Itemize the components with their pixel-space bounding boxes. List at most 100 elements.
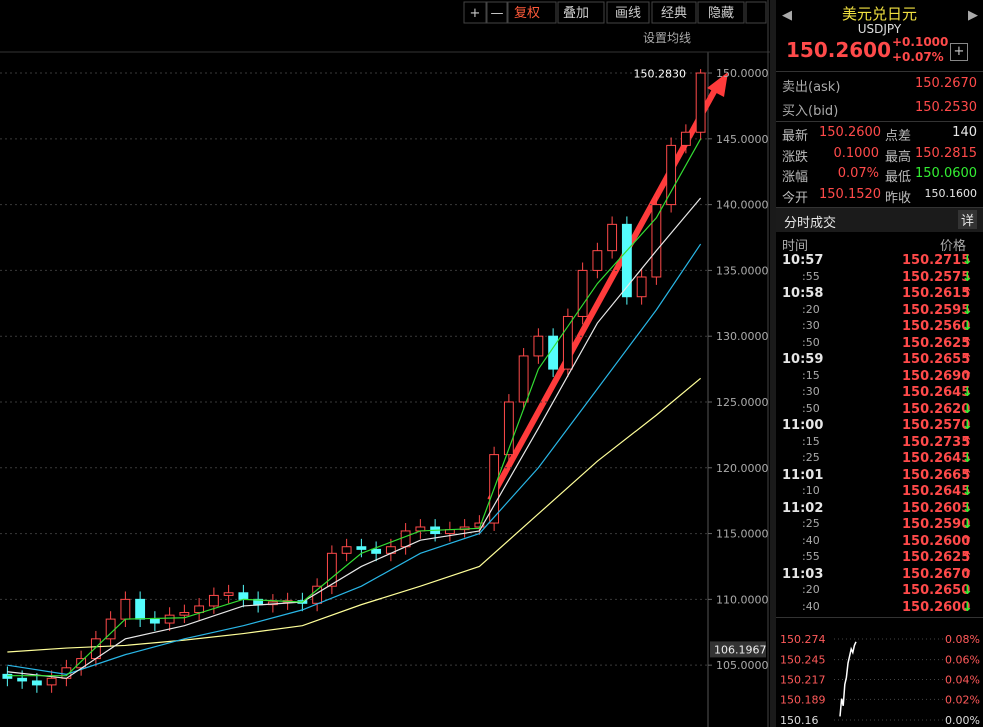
trades-header: 价格: [940, 239, 967, 254]
candle-body: [326, 552, 337, 587]
trade-direction: ↓: [962, 484, 973, 499]
trade-price: 150.2560: [902, 319, 971, 334]
candle-body: [31, 680, 42, 686]
trade-time: :50: [802, 401, 820, 415]
trade-direction: ↓: [962, 269, 973, 285]
toolbar-label[interactable]: —: [491, 6, 504, 21]
pct-tick-label: 0.06%: [945, 654, 980, 667]
trade-price: 150.2625: [902, 335, 971, 351]
trade-time: :30: [802, 385, 820, 398]
divider: [776, 207, 983, 208]
add-button[interactable]: +: [950, 43, 968, 61]
main-chart: + — 复权 叠加 画线 经典 隐藏 设置均线 150.0000 145.0000 140.00…: [0, 0, 770, 727]
stat-label: 点差: [885, 129, 912, 144]
collapse-handle[interactable]: [770, 0, 776, 727]
toolbar-label[interactable]: 叠加: [563, 6, 589, 21]
trade-time: :25: [802, 517, 820, 530]
trade-direction: ↑: [962, 467, 973, 483]
stat-label: 最高: [885, 149, 912, 165]
trade-direction: ↓: [962, 385, 973, 400]
trade-direction: ↑: [962, 533, 973, 549]
pct-tick-label: 0.04%: [945, 674, 980, 687]
trade-direction: ↓: [962, 583, 973, 598]
next-button[interactable]: ▶: [968, 8, 978, 23]
stat-value: 150.2815: [915, 145, 978, 161]
quote-panel: ◀ ▶ 美元兑日元 USDJPY 150.2600 +0.1000 +0.07%…: [776, 0, 983, 727]
trade-direction: ↓: [962, 253, 973, 268]
quote-symbol: USDJPY: [857, 22, 902, 36]
trade-price: 150.2570: [902, 418, 971, 433]
y-tick-label: 110.0000: [716, 593, 769, 606]
stat-label: 最低: [885, 170, 912, 185]
trade-direction: ↓: [962, 401, 973, 417]
toolbar-label[interactable]: 隐藏: [708, 6, 734, 21]
y-tick-label: 150.217: [780, 674, 826, 687]
toolbar-label[interactable]: 复权: [514, 5, 540, 21]
candle-body: [223, 592, 234, 596]
trade-time: :20: [802, 583, 820, 596]
trade-time: :40: [802, 599, 820, 613]
divider: [776, 121, 983, 122]
axis-marker-label: 106.1967: [714, 643, 767, 656]
candle-body: [90, 638, 101, 660]
trade-direction: ↑: [962, 550, 973, 565]
trades-detail[interactable]: 详: [958, 210, 978, 229]
divider: [776, 617, 983, 618]
last-price-label: 150.2830: [634, 67, 687, 80]
trade-price: 150.2735: [902, 434, 971, 450]
y-tick-label: 105.0000: [716, 659, 769, 672]
trades-header: [776, 208, 983, 232]
y-tick-label: 150.16: [780, 714, 819, 727]
stat-label: 最新: [782, 129, 809, 144]
y-tick-label: 150.274: [780, 633, 826, 646]
mini-line: [839, 641, 857, 717]
trade-time: 11:00: [782, 418, 824, 433]
trade-price: 150.2600: [902, 533, 971, 549]
stat-value: 140: [952, 125, 977, 140]
trade-time: :50: [802, 335, 820, 349]
toolbar-button[interactable]: [507, 1, 557, 24]
candle-body: [341, 546, 352, 554]
toolbar-label[interactable]: 经典: [661, 6, 687, 21]
candle-body: [238, 592, 249, 600]
trade-price: 150.2690: [902, 368, 971, 384]
trade-direction: ↓: [962, 517, 973, 532]
trade-time: :55: [802, 269, 820, 283]
toolbar-button[interactable]: [697, 1, 745, 24]
candle-body: [120, 598, 131, 620]
toolbar-button[interactable]: [463, 1, 487, 24]
stat-value: 150.0600: [915, 166, 978, 181]
trade-price: 150.2650: [902, 583, 971, 598]
trade-direction: ↓: [962, 500, 973, 516]
trade-time: :30: [802, 319, 820, 332]
toolbar-label[interactable]: 画线: [615, 6, 641, 21]
trade-price: 150.2645: [902, 385, 971, 400]
trades-title: 分时成交: [784, 216, 837, 231]
trade-direction: ↓: [962, 319, 973, 334]
candle-body: [562, 315, 573, 370]
toolbar-label[interactable]: +: [470, 6, 481, 21]
toolbar-button[interactable]: [651, 1, 697, 24]
trade-direction: ↑: [962, 368, 973, 384]
moving-average: [7, 138, 702, 677]
trade-time: :55: [802, 550, 820, 563]
trade-direction: ↑: [962, 434, 973, 450]
trade-price: 150.2670: [902, 566, 971, 582]
trade-price: 150.2605: [902, 500, 971, 516]
prev-button[interactable]: ◀: [782, 8, 792, 23]
toolbar-button[interactable]: [745, 1, 767, 24]
trade-time: :20: [802, 302, 820, 316]
trade-price: 150.2620: [902, 401, 971, 417]
trade-time: :25: [802, 451, 820, 464]
trade-price: 150.2590: [902, 517, 971, 532]
trade-price: 150.2595: [902, 302, 971, 318]
toolbar-button[interactable]: [606, 1, 650, 24]
trend-arrow-head: [707, 72, 728, 97]
trade-time: :10: [802, 484, 820, 497]
stat-value: 150.2600: [819, 125, 882, 140]
toolbar-button[interactable]: [557, 1, 605, 24]
ma-setting[interactable]: 设置均线: [643, 31, 691, 45]
candle-body: [135, 598, 146, 620]
toolbar-button[interactable]: [486, 1, 508, 24]
